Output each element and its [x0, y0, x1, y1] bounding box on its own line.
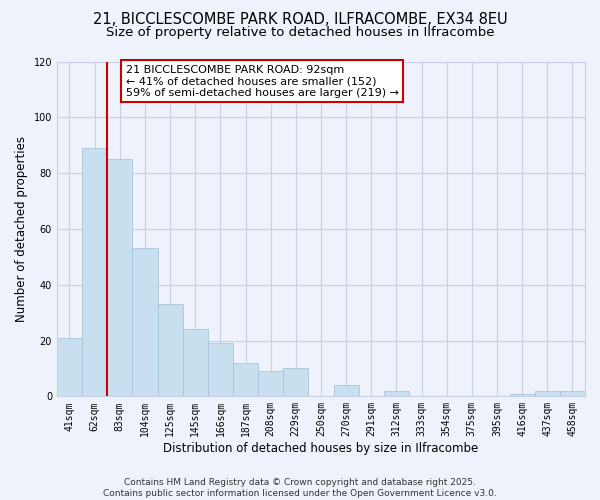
Bar — [82, 148, 107, 396]
Bar — [509, 394, 535, 396]
Text: Contains HM Land Registry data © Crown copyright and database right 2025.
Contai: Contains HM Land Registry data © Crown c… — [103, 478, 497, 498]
Y-axis label: Number of detached properties: Number of detached properties — [15, 136, 28, 322]
Text: 21, BICCLESCOMBE PARK ROAD, ILFRACOMBE, EX34 8EU: 21, BICCLESCOMBE PARK ROAD, ILFRACOMBE, … — [92, 12, 508, 28]
Bar — [208, 344, 233, 396]
Bar — [233, 363, 258, 396]
Text: 21 BICCLESCOMBE PARK ROAD: 92sqm
← 41% of detached houses are smaller (152)
59% : 21 BICCLESCOMBE PARK ROAD: 92sqm ← 41% o… — [125, 65, 398, 98]
Bar — [334, 385, 359, 396]
Bar — [258, 371, 283, 396]
Bar — [384, 391, 409, 396]
Bar — [107, 159, 133, 396]
Bar — [133, 248, 158, 396]
Bar — [182, 330, 208, 396]
Bar — [57, 338, 82, 396]
X-axis label: Distribution of detached houses by size in Ilfracombe: Distribution of detached houses by size … — [163, 442, 479, 455]
Text: Size of property relative to detached houses in Ilfracombe: Size of property relative to detached ho… — [106, 26, 494, 39]
Bar — [158, 304, 182, 396]
Bar — [535, 391, 560, 396]
Bar — [283, 368, 308, 396]
Bar — [560, 391, 585, 396]
